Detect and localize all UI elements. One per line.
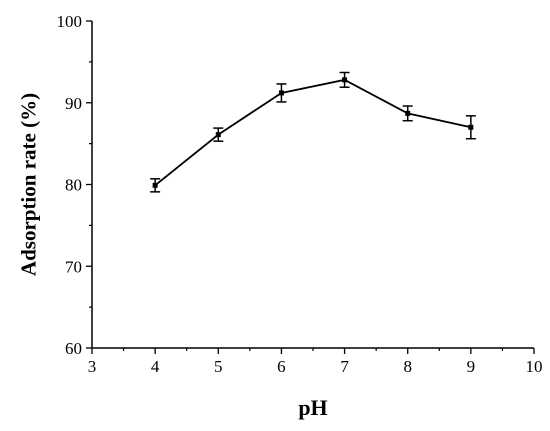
x-tick-label: 7 <box>340 357 349 376</box>
y-tick-label: 80 <box>65 176 82 195</box>
x-tick-label: 8 <box>403 357 412 376</box>
y-tick-label: 90 <box>65 94 82 113</box>
x-tick-label: 9 <box>467 357 476 376</box>
data-point <box>468 124 474 130</box>
data-point <box>152 182 158 188</box>
y-axis-title: Adsorption rate (%) <box>16 93 40 276</box>
data-point <box>405 110 411 116</box>
data-point <box>342 77 348 83</box>
y-tick-label: 100 <box>57 12 83 31</box>
x-tick-label: 4 <box>151 357 160 376</box>
data-point <box>278 90 284 96</box>
x-tick-label: 6 <box>277 357 286 376</box>
y-tick-label: 60 <box>65 339 82 358</box>
data-point <box>215 132 221 138</box>
x-tick-label: 10 <box>526 357 543 376</box>
series-line <box>154 78 472 187</box>
tick-labels-layer: 3 4 5 6 7 8 9 10 60 70 80 90 100 <box>57 12 543 376</box>
y-tick-label: 70 <box>65 257 82 276</box>
data-layer <box>150 71 476 193</box>
x-axis-title: pH <box>298 395 327 420</box>
x-tick-label: 3 <box>88 357 97 376</box>
x-tick-label: 5 <box>214 357 223 376</box>
